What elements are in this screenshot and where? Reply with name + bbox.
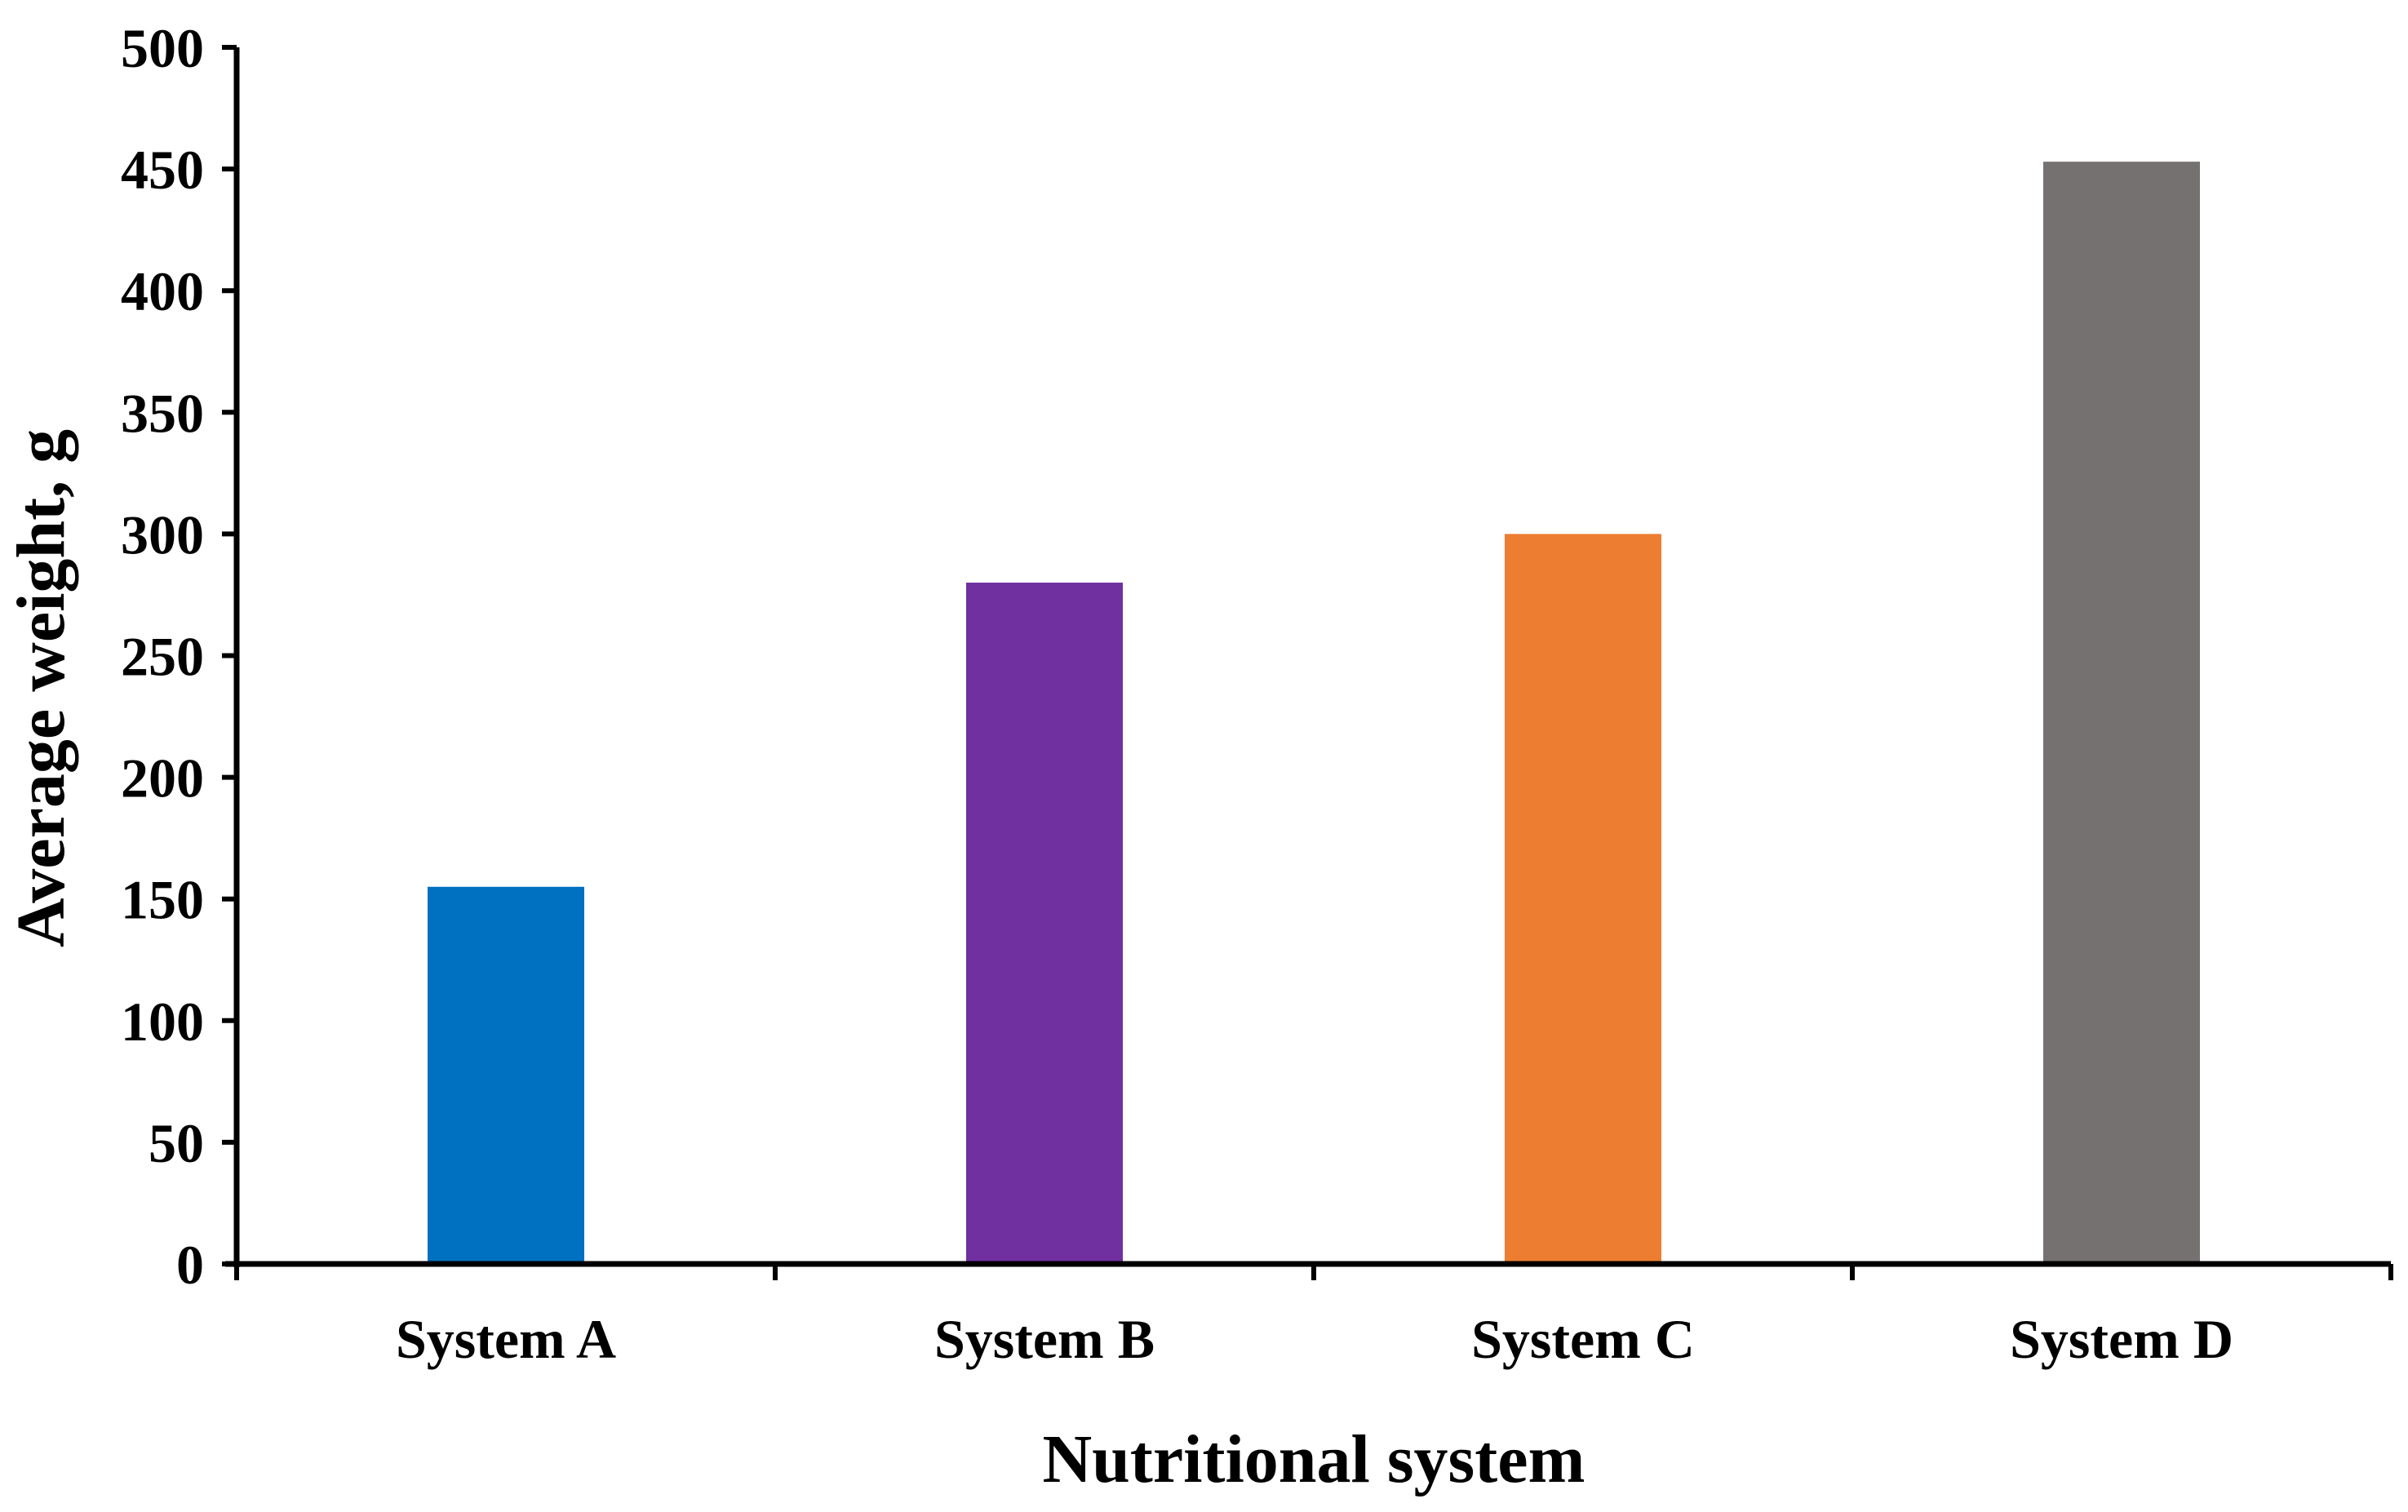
y-tick-label: 400 [121, 260, 204, 322]
x-tick-label: System D [2010, 1308, 2233, 1370]
y-tick-label: 100 [121, 991, 204, 1053]
bars [428, 162, 2200, 1264]
x-tick-label: System B [934, 1308, 1155, 1370]
bar-system-a [428, 886, 584, 1264]
y-axis-ticks: 0 50 100 150 200 250 300 350 400 450 500 [121, 17, 237, 1296]
y-tick-label: 350 [121, 382, 204, 444]
y-tick-label: 0 [176, 1234, 204, 1296]
y-axis-title: Average weight, g [3, 429, 79, 947]
x-tick-label: System A [396, 1308, 616, 1370]
x-tick-label: System C [1471, 1308, 1695, 1370]
y-tick-label: 300 [121, 503, 204, 565]
bar-system-b [966, 583, 1123, 1264]
x-axis-title: Nutritional system [1043, 1421, 1585, 1497]
bar-system-c [1505, 534, 1661, 1264]
y-tick-label: 150 [121, 869, 204, 931]
y-tick-label: 250 [121, 626, 204, 688]
y-tick-label: 50 [149, 1112, 204, 1174]
x-axis-ticks: System A System B System C System D [234, 1264, 2393, 1370]
y-tick-label: 200 [121, 747, 204, 809]
bar-system-d [2043, 162, 2200, 1264]
y-tick-label: 500 [121, 17, 204, 79]
y-tick-label: 450 [121, 139, 204, 201]
